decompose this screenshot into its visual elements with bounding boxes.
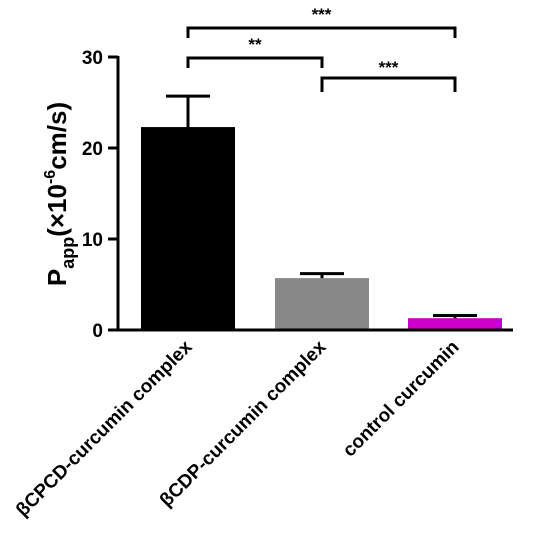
bar (408, 318, 502, 330)
y-tick-label: 20 (82, 139, 103, 160)
category-label: control curcumin (339, 337, 464, 462)
significance-bracket (320, 76, 457, 92)
bars (141, 127, 502, 330)
y-axis: 0 10 20 30 (82, 48, 120, 342)
significance-label: *** (379, 58, 399, 77)
y-tick-label: 30 (82, 48, 103, 69)
y-tick-label: 10 (82, 230, 103, 251)
y-axis-label: Papp(×10-6cm/s) (42, 102, 78, 286)
bar (275, 278, 369, 330)
significance-label: *** (312, 5, 332, 24)
significance-label: ** (248, 35, 262, 54)
bar (141, 127, 235, 330)
significance-brackets: ******** (186, 5, 457, 92)
significance-bracket (186, 26, 457, 38)
significance-bracket (186, 56, 324, 68)
error-bars (166, 94, 477, 319)
y-tick-label: 0 (92, 321, 103, 342)
